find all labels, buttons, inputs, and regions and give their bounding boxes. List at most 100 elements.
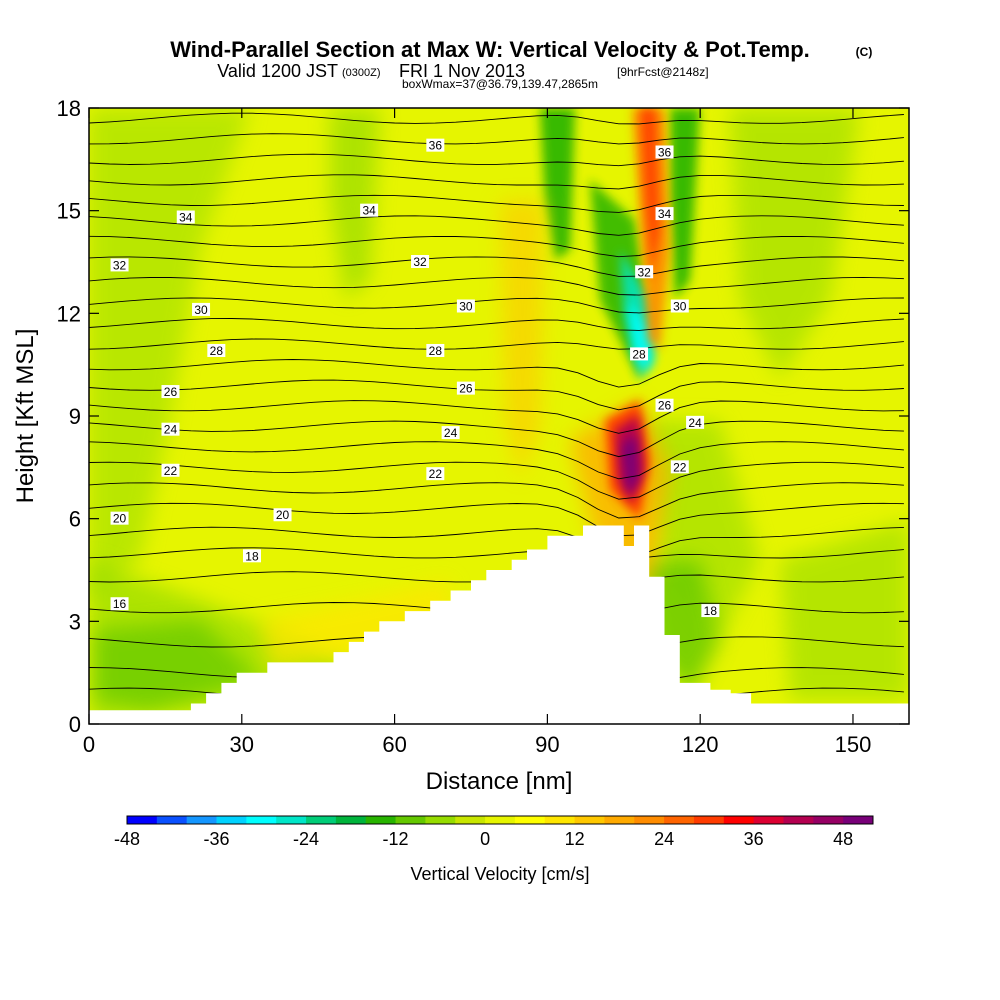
colorbar-bin xyxy=(455,816,486,824)
svg-text:28: 28 xyxy=(632,347,646,361)
colorbar-frame xyxy=(126,815,874,825)
colorbar-label: Vertical Velocity [cm/s] xyxy=(410,864,589,884)
svg-text:22: 22 xyxy=(673,460,687,474)
velocity-region xyxy=(540,108,575,260)
isentrope-line xyxy=(89,215,904,236)
isentrope-line xyxy=(89,359,904,388)
isentrope-label: 34 xyxy=(360,203,379,218)
isentrope-labels: 36 36 34 34 34 32 32 32 30 30 30 28 28 28 26 26 26 24 24 24… xyxy=(110,138,720,618)
plot-area xyxy=(89,108,909,724)
svg-text:26: 26 xyxy=(164,385,178,399)
isentrope-label: 30 xyxy=(456,299,475,313)
isentrope-label: 36 xyxy=(655,145,674,159)
colorbar-tick-label: -12 xyxy=(383,829,409,849)
y-tick-label: 12 xyxy=(57,301,81,326)
x-tick-label: 90 xyxy=(535,732,559,757)
y-tick-label: 18 xyxy=(57,96,81,121)
colorbar-bin xyxy=(186,816,217,824)
svg-text:(0300Z): (0300Z) xyxy=(342,67,381,79)
isentrope-line xyxy=(89,112,904,125)
isentrope-label: 26 xyxy=(161,385,180,399)
isentrope-line xyxy=(89,441,904,480)
svg-text:28: 28 xyxy=(429,344,443,358)
svg-text:FRI 1 Nov 2013: FRI 1 Nov 2013 xyxy=(399,61,525,81)
svg-text:32: 32 xyxy=(637,265,651,279)
box-info: boxWmax=37@36.79,139.47,2865m xyxy=(402,77,598,91)
colorbar-bin xyxy=(127,816,158,824)
isentrope-label: 28 xyxy=(426,343,445,358)
isentrope-label: 22 xyxy=(426,467,445,481)
colorbar-bin xyxy=(574,816,605,824)
svg-text:26: 26 xyxy=(459,382,473,396)
svg-text:30: 30 xyxy=(459,299,473,313)
isentrope-label: 32 xyxy=(635,265,654,279)
velocity-region xyxy=(640,420,760,640)
isentropes xyxy=(89,112,904,708)
colorbar-bin xyxy=(783,816,814,824)
isentrope-line xyxy=(89,133,904,145)
isentrope-line xyxy=(89,420,904,458)
x-tick-label: 150 xyxy=(835,732,872,757)
y-tick-label: 6 xyxy=(69,507,81,532)
isentrope-line xyxy=(89,194,904,213)
colorbar-tick-label: 0 xyxy=(480,829,490,849)
svg-text:[9hrFcst@2148z]: [9hrFcst@2148z] xyxy=(617,65,709,79)
isentrope-label: 26 xyxy=(655,398,674,413)
svg-text:30: 30 xyxy=(194,303,208,317)
colorbar-bin xyxy=(395,816,426,824)
colorbar-tick-label: -48 xyxy=(114,829,140,849)
colorbar-bin xyxy=(693,816,725,824)
y-tick-label: 0 xyxy=(69,712,81,737)
isentrope-label: 24 xyxy=(441,426,460,440)
colorbar-bin xyxy=(843,816,874,824)
x-tick-label: 30 xyxy=(230,732,254,757)
svg-text:24: 24 xyxy=(444,426,458,440)
isentrope-line xyxy=(89,547,904,559)
colorbar-bin xyxy=(813,816,844,824)
colorbar-bin xyxy=(425,816,456,824)
svg-text:32: 32 xyxy=(113,258,127,272)
isentrope-line xyxy=(89,461,904,500)
svg-text:20: 20 xyxy=(276,508,290,522)
isentrope-line xyxy=(89,318,904,331)
isentrope-line xyxy=(89,502,904,537)
colorbar-bin xyxy=(156,816,188,824)
svg-text:18: 18 xyxy=(704,604,718,618)
svg-text:24: 24 xyxy=(164,423,178,437)
colorbar-tick-label: 12 xyxy=(565,829,585,849)
svg-text:32: 32 xyxy=(413,255,427,269)
isentrope-label: 24 xyxy=(686,415,705,430)
colorbar-bin xyxy=(216,816,247,824)
colorbar-tick-label: 36 xyxy=(744,829,764,849)
isentrope-label: 34 xyxy=(655,207,674,221)
colorbar-bin xyxy=(544,816,575,824)
svg-text:34: 34 xyxy=(179,211,193,225)
isentrope-label: 18 xyxy=(242,549,261,563)
velocity-region xyxy=(89,108,250,600)
isentrope-line xyxy=(89,235,904,258)
colorbar-tick-label: -24 xyxy=(293,829,319,849)
isentrope-line xyxy=(89,338,904,350)
velocity-region xyxy=(640,108,660,280)
isentrope-label: 34 xyxy=(176,210,195,225)
isentrope-line xyxy=(89,400,904,434)
svg-text:22: 22 xyxy=(429,467,443,481)
svg-text:34: 34 xyxy=(658,207,672,221)
y-tick-label: 3 xyxy=(69,609,81,634)
svg-text:24: 24 xyxy=(688,416,702,430)
colorbar-bin xyxy=(604,816,635,824)
y-tick-label: 15 xyxy=(57,199,81,224)
colorbar-bin xyxy=(335,816,367,824)
y-tick-label: 9 xyxy=(69,404,81,429)
y-axis-label: Height [Kft MSL] xyxy=(12,329,39,504)
isentrope-label: 32 xyxy=(110,258,129,272)
isentrope-label: 28 xyxy=(207,343,226,358)
svg-text:Valid 1200 JST: Valid 1200 JST xyxy=(217,61,338,81)
velocity-region xyxy=(780,520,909,700)
colorbar-tick-label: -36 xyxy=(204,829,230,849)
colorbar-bin xyxy=(485,816,516,824)
isentrope-line xyxy=(89,379,904,411)
isentrope-label: 32 xyxy=(411,255,430,269)
svg-text:36: 36 xyxy=(658,145,672,159)
copyright-mark: (C) xyxy=(856,45,873,59)
